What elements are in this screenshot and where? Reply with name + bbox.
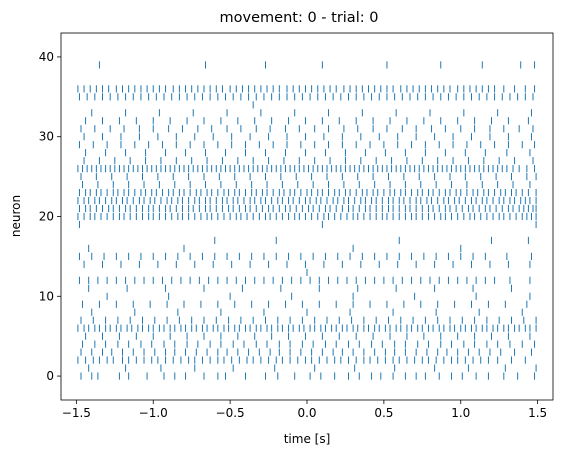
y-tick-label: 30 xyxy=(39,130,54,144)
x-tick-label: 0.5 xyxy=(374,406,393,420)
x-tick-label: −1.0 xyxy=(139,406,168,420)
x-axis: −1.5 −1.0 −0.5 0.0 0.5 1.0 1.5 xyxy=(62,400,547,420)
y-axis: 0 10 20 30 40 xyxy=(39,50,61,383)
x-tick-label: −0.5 xyxy=(216,406,245,420)
y-axis-label: neuron xyxy=(9,195,23,237)
y-tick-label: 0 xyxy=(46,369,54,383)
y-tick-label: 10 xyxy=(39,289,54,303)
chart-title: movement: 0 - trial: 0 xyxy=(220,10,379,26)
x-tick-label: 0.0 xyxy=(297,406,316,420)
x-tick-label: −1.5 xyxy=(62,406,91,420)
spike-raster xyxy=(77,61,537,380)
x-tick-label: 1.5 xyxy=(528,406,547,420)
x-axis-label: time [s] xyxy=(284,432,331,446)
x-tick-label: 1.0 xyxy=(451,406,470,420)
y-tick-label: 20 xyxy=(39,210,54,224)
y-tick-label: 40 xyxy=(39,50,54,64)
